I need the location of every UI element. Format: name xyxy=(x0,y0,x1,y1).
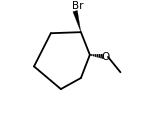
Text: O: O xyxy=(102,52,110,62)
Polygon shape xyxy=(73,11,81,33)
Text: Br: Br xyxy=(72,1,84,11)
